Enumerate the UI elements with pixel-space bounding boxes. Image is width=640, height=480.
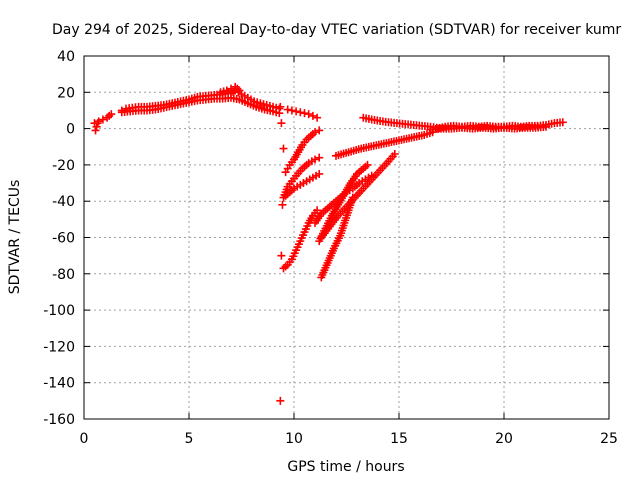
data-point [92, 122, 101, 131]
y-tick-label: -20 [52, 158, 75, 174]
data-point [94, 117, 103, 126]
grid-lines [84, 56, 609, 419]
data-point [276, 396, 285, 405]
data-point [315, 126, 324, 135]
data-point [235, 86, 244, 95]
data-point [311, 128, 319, 137]
data-point [542, 122, 550, 131]
y-tick-label: -120 [43, 339, 75, 355]
y-tick-label: 20 [57, 85, 75, 101]
chart-title: Day 294 of 2025, Sidereal Day-to-day VTE… [52, 22, 621, 38]
y-tick-label: -160 [43, 412, 75, 428]
data-point [363, 160, 372, 169]
data-point [107, 110, 116, 119]
data-point [311, 155, 319, 164]
data-point [275, 109, 284, 118]
data-point [278, 200, 287, 209]
data-point [296, 108, 305, 117]
x-tick-label: 15 [390, 431, 408, 447]
y-tick-label: -60 [52, 231, 75, 247]
y-tick-label: -40 [52, 194, 75, 210]
y-axis-label: SDTVAR / TECUs [7, 180, 23, 295]
data-point [313, 113, 322, 122]
data-point [91, 126, 100, 135]
y-tick-label: 40 [57, 49, 75, 65]
data-point [283, 105, 292, 114]
data-point [279, 144, 288, 153]
data-point [313, 206, 322, 215]
y-tick-label: -100 [43, 303, 75, 319]
data-point [292, 107, 301, 116]
data-points [90, 82, 567, 405]
data-point [304, 110, 313, 119]
data-point [98, 115, 107, 124]
axis-ticks: -160 -140 -120 -100 -80 -60 -40 -20 0 20 40 0 5 10 15 2… [43, 49, 618, 447]
data-point [93, 119, 102, 128]
data-point [558, 118, 567, 127]
data-point [367, 171, 376, 180]
x-tick-label: 20 [495, 431, 513, 447]
data-point [277, 251, 286, 260]
data-point [276, 102, 285, 111]
data-point [287, 106, 296, 115]
x-tick-label: 0 [80, 431, 89, 447]
x-tick-label: 5 [185, 431, 194, 447]
x-axis-label: GPS time / hours [287, 459, 404, 475]
x-tick-label: 25 [600, 431, 618, 447]
data-point [308, 111, 317, 120]
data-point [222, 86, 231, 95]
data-point [390, 150, 399, 159]
data-point [277, 119, 286, 128]
data-point [315, 169, 324, 178]
y-tick-label: 0 [66, 122, 75, 138]
data-point [315, 153, 324, 162]
y-tick-label: -80 [52, 267, 75, 283]
x-tick-label: 10 [285, 431, 303, 447]
y-tick-label: -140 [43, 376, 75, 392]
data-point [300, 109, 309, 118]
